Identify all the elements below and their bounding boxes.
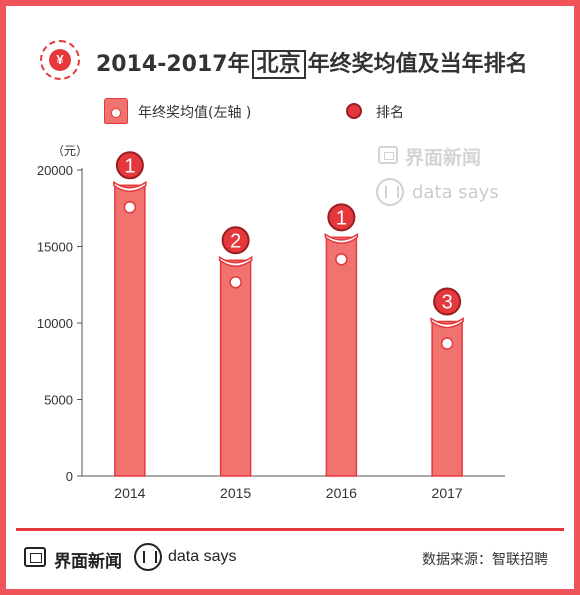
rank-label-2014: 1 xyxy=(124,155,135,177)
bar-lip-2017 xyxy=(430,317,464,329)
bar-2016 xyxy=(325,236,358,477)
y-tick-label: 20000 xyxy=(37,163,73,178)
legend-label-rank: 排名 xyxy=(376,105,404,121)
rank-label-2015: 2 xyxy=(230,230,241,252)
y-axis-unit-label: （元） xyxy=(52,144,89,158)
bar-dot-2016 xyxy=(335,253,348,266)
y-tick-label: 10000 xyxy=(37,316,73,331)
title-suffix: 年终奖均值及当年排名 xyxy=(307,52,528,77)
rank-marker-2016 xyxy=(327,203,356,232)
legend-label-bonus: 年终奖均值(左轴 ) xyxy=(138,105,252,121)
money-envelope-icon: ¥ xyxy=(40,40,80,80)
rank-marker-2015 xyxy=(221,226,250,255)
y-tick-label: 15000 xyxy=(37,240,73,255)
data-says-logo-icon xyxy=(376,178,404,206)
rank-marker-2014 xyxy=(115,151,144,180)
footer-source: 数据来源：智联招聘 xyxy=(422,552,548,568)
bar-swatch-icon xyxy=(104,98,128,124)
bar-dot-2015 xyxy=(229,276,242,289)
rank-circle-icon xyxy=(346,103,362,119)
watermark-brand-text: 界面新闻 xyxy=(405,147,482,169)
infographic-card xyxy=(6,6,574,589)
bar-lip-2016 xyxy=(324,232,359,245)
rank-label-2017: 3 xyxy=(442,291,453,313)
footer-divider xyxy=(16,528,564,531)
footer-data-says-icon xyxy=(134,543,162,571)
chart-title: 2014-2017年 北京 年终奖均值及当年排名 xyxy=(96,46,528,79)
x-tick-label: 2016 xyxy=(326,485,357,501)
footer: 界面新闻 data says 数据来源：智联招聘 xyxy=(24,541,554,575)
title-prefix: 2014-2017年 xyxy=(96,52,250,77)
x-tick-label: 2017 xyxy=(432,485,463,501)
bar-dot-2014 xyxy=(123,201,137,214)
watermark-says-text: data says xyxy=(412,182,499,203)
rank-marker-2017 xyxy=(433,287,462,316)
bar-lip-2014 xyxy=(113,180,147,193)
bar-dot-2017 xyxy=(440,337,454,350)
title-city-boxed: 北京 xyxy=(251,50,306,79)
bar-lip-2015 xyxy=(218,255,253,268)
bar-2014 xyxy=(114,184,146,477)
x-tick-label: 2015 xyxy=(220,485,251,501)
footer-data-says: data says xyxy=(168,548,237,565)
rank-label-2016: 1 xyxy=(336,207,347,229)
footer-brand: 界面新闻 xyxy=(54,552,122,572)
y-tick-label: 0 xyxy=(66,469,73,484)
footer-brand-logo-icon xyxy=(24,547,46,567)
y-tick-label: 5000 xyxy=(44,393,73,408)
brand-logo-icon xyxy=(378,146,398,164)
bar-2015 xyxy=(219,259,252,477)
x-tick-label: 2014 xyxy=(114,485,145,501)
